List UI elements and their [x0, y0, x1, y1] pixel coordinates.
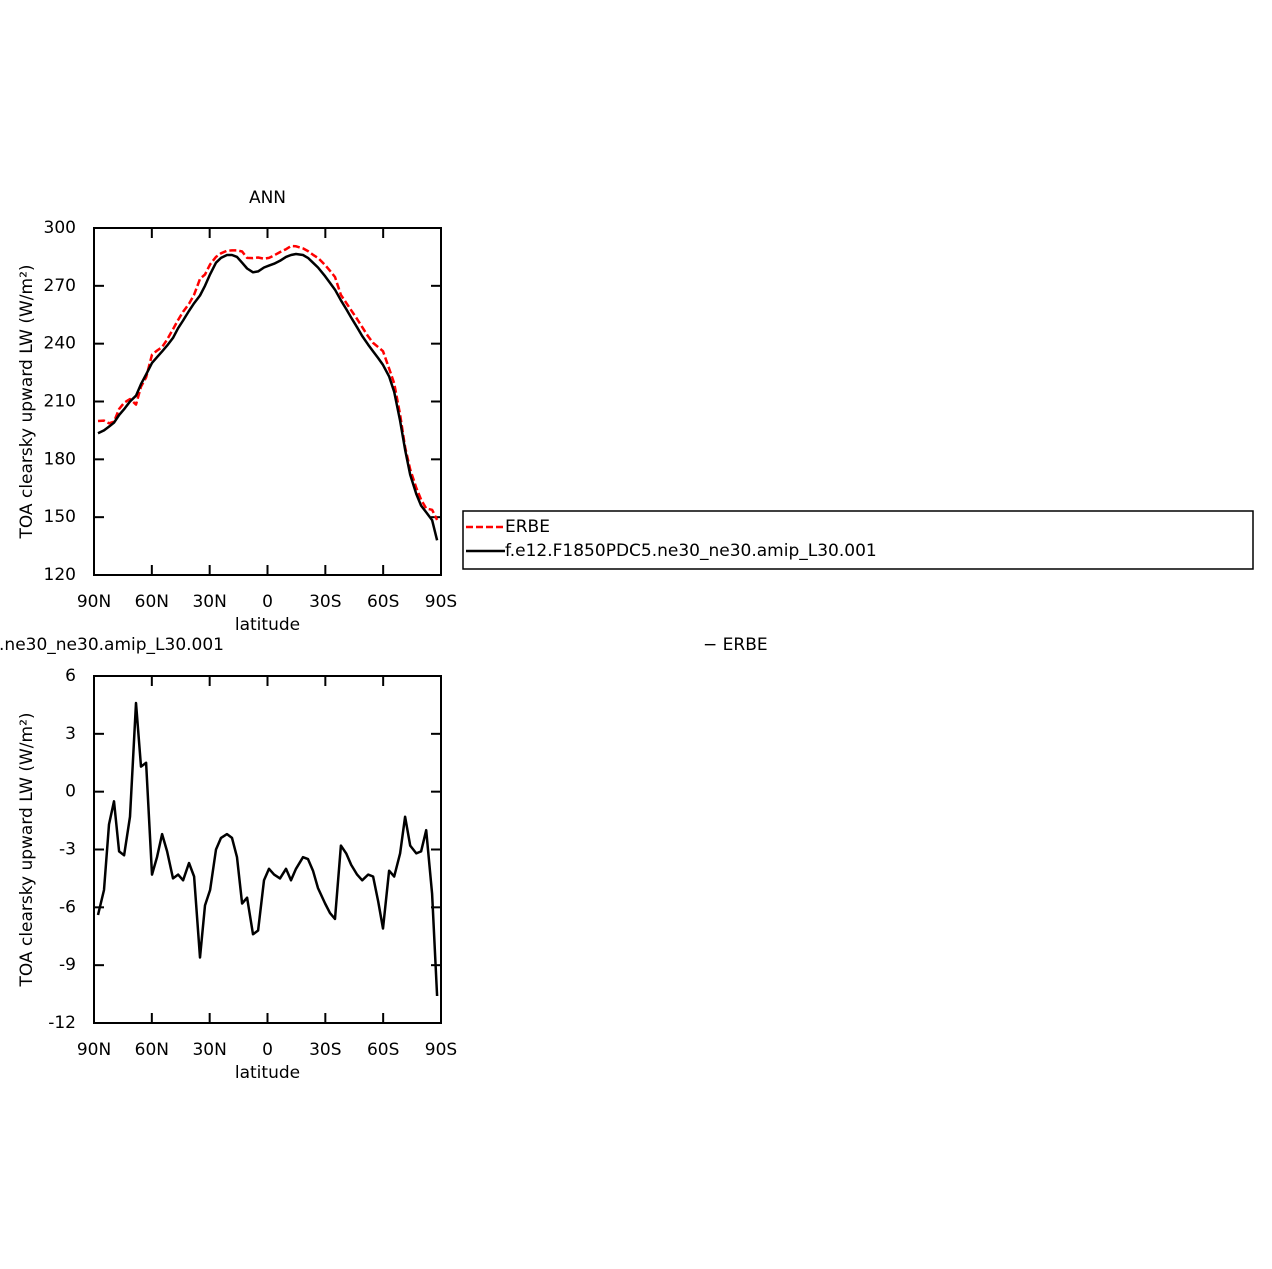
y-tick-label: 210: [44, 392, 76, 412]
data-line: [96, 701, 439, 997]
x-tick-label: 90S: [425, 592, 457, 612]
x-axis-label: latitude: [235, 615, 300, 635]
x-tick-label: 60N: [135, 1040, 169, 1060]
plot-frame: [93, 675, 442, 1024]
y-axis-label: TOA clearsky upward LW (W/m²): [17, 264, 37, 539]
x-tick-label: 30S: [309, 1040, 341, 1060]
chart-title: f.e12.F1850PDC5.ne30_ne30.amip_L30.001: [0, 635, 224, 655]
y-tick-label: -12: [48, 1013, 76, 1033]
x-tick-label: 60S: [367, 1040, 399, 1060]
y-tick-label: 270: [44, 276, 76, 296]
y-tick-label: 150: [44, 507, 76, 527]
y-tick-label: 0: [65, 782, 76, 802]
legend-label: ERBE: [505, 517, 550, 537]
legend-label: f.e12.F1850PDC5.ne30_ne30.amip_L30.001: [505, 541, 877, 561]
x-tick-label: 30N: [192, 1040, 226, 1060]
x-tick-label: 90N: [77, 592, 111, 612]
x-tick-label: 0: [262, 1040, 273, 1060]
y-tick-label: 300: [44, 218, 76, 238]
chart-title-right: − ERBE: [703, 635, 768, 655]
x-tick-label: 30N: [192, 592, 226, 612]
y-tick-label: 6: [65, 666, 76, 686]
y-tick-label: -9: [59, 955, 76, 975]
x-axis-label: latitude: [235, 1063, 300, 1083]
y-tick-label: 120: [44, 565, 76, 585]
data-line: [97, 244, 439, 521]
legend-box: [462, 510, 1254, 570]
plot-frame: [93, 227, 442, 576]
y-tick-label: 240: [44, 334, 76, 354]
y-tick-label: -3: [59, 840, 76, 860]
y-tick-label: 180: [44, 449, 76, 469]
y-tick-label: -6: [59, 897, 76, 917]
x-tick-label: 60S: [367, 592, 399, 612]
y-axis-label: TOA clearsky upward LW (W/m²): [17, 712, 37, 987]
x-tick-label: 30S: [309, 592, 341, 612]
x-tick-label: 60N: [135, 592, 169, 612]
y-tick-label: 3: [65, 724, 76, 744]
x-tick-label: 90N: [77, 1040, 111, 1060]
x-tick-label: 0: [262, 592, 273, 612]
data-line: [97, 252, 439, 541]
chart-title: ANN: [249, 188, 286, 208]
x-tick-label: 90S: [425, 1040, 457, 1060]
